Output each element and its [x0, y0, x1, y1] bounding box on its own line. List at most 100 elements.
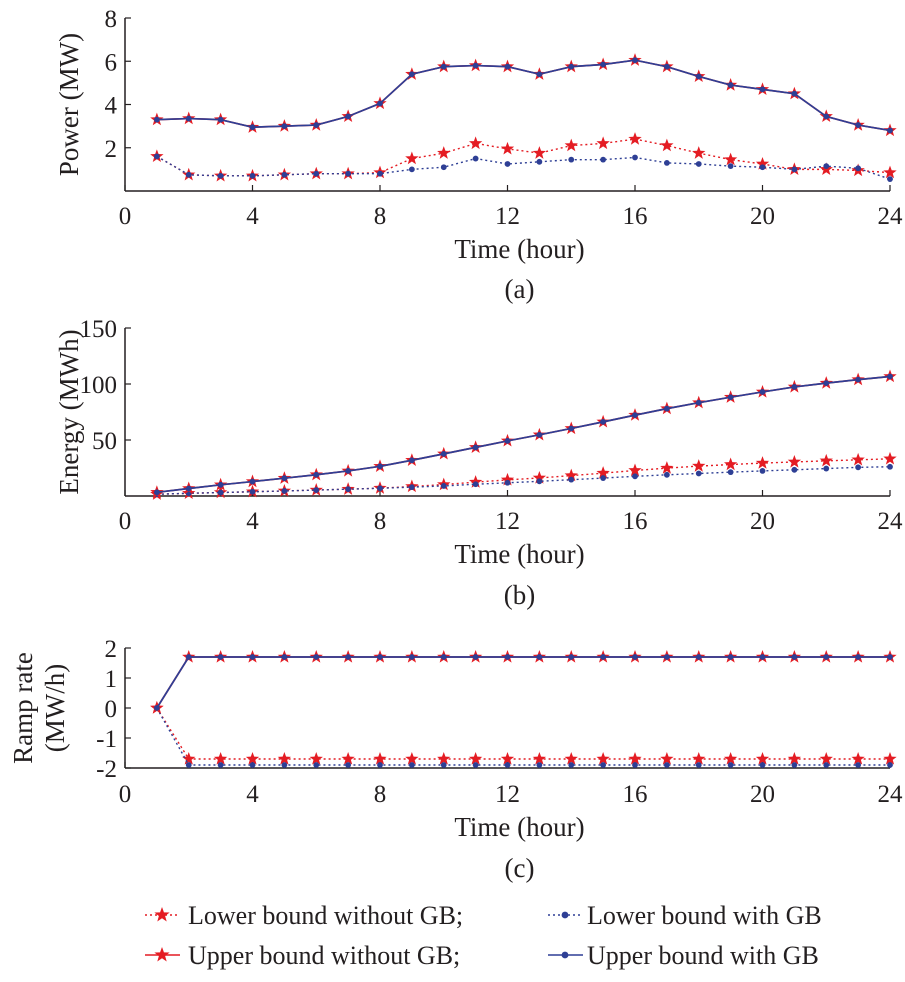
data-point-dot	[536, 71, 543, 78]
data-point-star	[692, 752, 706, 765]
y-tick-label: 100	[80, 372, 118, 399]
data-point-dot	[472, 481, 479, 488]
data-point-star	[309, 752, 323, 765]
y-tick-label: 150	[80, 316, 118, 343]
data-point-dot	[536, 478, 543, 485]
series	[153, 153, 893, 183]
data-point-dot	[440, 450, 447, 457]
data-point-dot	[855, 122, 862, 128]
series-line	[156, 458, 891, 495]
x-tick-label: 20	[750, 203, 775, 230]
data-point-dot	[408, 457, 415, 464]
x-tick-label: 8	[374, 203, 387, 230]
data-point-star	[755, 156, 770, 170]
data-point-star	[532, 752, 547, 765]
data-point-dot	[153, 116, 160, 123]
x-tick-label: 0	[119, 508, 132, 535]
data-point-dot	[791, 466, 798, 473]
series	[153, 654, 893, 711]
y-tick-label: 6	[105, 49, 118, 76]
data-point-star	[468, 136, 483, 150]
data-point-dot	[281, 171, 288, 178]
data-point-dot	[472, 654, 479, 660]
data-point-dot	[568, 762, 575, 768]
y-axis-label: Power (MW)	[54, 33, 84, 176]
data-point-dot	[663, 654, 670, 660]
data-point-star	[628, 132, 642, 145]
star-marker	[154, 947, 170, 962]
y-axis-label: (MW/h)	[40, 664, 70, 752]
x-tick-label: 12	[495, 508, 520, 535]
y-tick-label: 2	[105, 636, 118, 663]
data-point-star	[468, 752, 483, 765]
data-point-dot	[153, 153, 160, 160]
x-tick-label: 24	[878, 508, 904, 535]
data-point-dot	[568, 425, 575, 432]
data-point-dot	[345, 654, 352, 660]
data-point-dot	[153, 489, 160, 496]
x-axis-label: Time (hour)	[454, 812, 584, 842]
data-point-dot	[727, 654, 734, 660]
panel-label: (a)	[505, 274, 535, 304]
data-point-dot	[855, 165, 862, 172]
data-point-star	[277, 752, 292, 765]
series	[150, 132, 897, 182]
legend: Lower bound without GB; Lower bound with…	[145, 901, 822, 970]
data-point-dot	[823, 380, 830, 387]
data-point-star	[692, 146, 706, 159]
data-point-dot	[345, 468, 352, 474]
x-tick-label: 16	[623, 203, 648, 230]
x-tick-label: 24	[878, 203, 904, 230]
data-point-dot	[600, 418, 607, 425]
data-point-star	[564, 138, 578, 152]
panel-label: (b)	[504, 580, 535, 610]
data-point-dot	[727, 469, 734, 476]
data-point-dot	[887, 176, 893, 183]
data-point-dot	[504, 479, 511, 486]
data-point-dot	[727, 394, 734, 401]
x-tick-label: 4	[246, 781, 259, 808]
series-line	[156, 138, 891, 177]
data-point-dot	[695, 161, 702, 167]
data-point-dot	[345, 486, 352, 493]
data-point-dot	[281, 475, 288, 482]
x-tick-label: 12	[495, 203, 520, 230]
data-point-dot	[536, 654, 543, 660]
data-point-dot	[536, 158, 543, 165]
data-point-dot	[377, 463, 383, 470]
legend-label: Upper bound without GB;	[188, 941, 460, 970]
data-point-dot	[791, 654, 798, 660]
x-tick-label: 0	[119, 203, 132, 230]
y-tick-label: 2	[105, 136, 118, 163]
data-point-dot	[313, 170, 320, 177]
data-point-star	[819, 752, 833, 765]
data-point-star	[564, 468, 578, 482]
x-tick-label: 20	[750, 508, 775, 535]
data-point-dot	[855, 654, 862, 660]
y-tick-label: 1	[105, 666, 118, 693]
x-tick-label: 16	[623, 508, 648, 535]
data-point-dot	[568, 654, 575, 660]
data-point-dot	[217, 654, 224, 660]
data-point-dot	[504, 437, 511, 444]
data-point-dot	[855, 762, 862, 768]
data-point-dot	[313, 487, 320, 493]
legend-item-upper-with: Upper bound with GB	[548, 941, 819, 970]
data-point-dot	[345, 762, 352, 768]
series-line	[156, 155, 891, 180]
x-tick-label: 4	[246, 508, 259, 535]
data-point-dot	[249, 478, 256, 485]
data-point-dot	[377, 485, 383, 492]
data-point-dot	[504, 762, 511, 768]
data-point-dot	[472, 762, 479, 768]
data-point-dot	[632, 57, 638, 64]
data-point-dot	[887, 654, 893, 660]
data-point-dot	[408, 484, 415, 491]
data-point-star	[660, 138, 674, 152]
y-axis-label: Ramp rate	[8, 652, 38, 764]
data-point-star	[500, 752, 515, 765]
data-point-dot	[791, 90, 798, 97]
